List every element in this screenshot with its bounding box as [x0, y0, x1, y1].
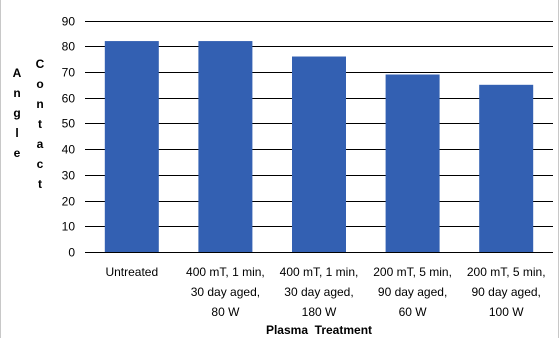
y-tick-label-70: 70 [62, 66, 76, 80]
x-category-label-2-line-3: 80 W [211, 305, 240, 319]
y-tick-label-90: 90 [62, 15, 76, 29]
y-axis-title-col2-char-3: n [36, 97, 43, 111]
y-tick-label-60: 60 [62, 92, 76, 106]
y-axis-title-col1-char-4: l [15, 126, 18, 140]
x-category-label-4-line-3: 60 W [399, 305, 428, 319]
y-tick-label-80: 80 [62, 40, 76, 54]
y-axis-title-col2-char-7: t [38, 177, 42, 191]
y-tick-label-10: 10 [62, 220, 76, 234]
bar-1 [104, 41, 159, 253]
bars [104, 41, 534, 253]
y-tick-label-0: 0 [68, 246, 75, 260]
y-axis-title-col1-char-5: e [14, 146, 21, 160]
x-category-label-3-line-2: 30 day aged, [284, 285, 353, 299]
y-axis-title-col2-char-6: c [37, 157, 44, 171]
y-axis-title-col2-char-5: a [37, 137, 44, 151]
bar-5 [479, 84, 534, 252]
y-axis-title-col1-char-3: g [13, 106, 20, 120]
x-category-label-4-line-2: 90 day aged, [378, 285, 447, 299]
x-axis-title: Plasma Treatment [266, 323, 372, 337]
y-axis-title-col2-char-4: t [38, 117, 42, 131]
bar-2 [198, 41, 253, 253]
y-axis-title-col2-char-2: o [36, 77, 43, 91]
x-category-label-3-line-3: 180 W [302, 305, 337, 319]
y-tick-label-40: 40 [62, 143, 76, 157]
y-axis-title-col2-char-1: C [36, 57, 45, 71]
x-category-label-5-line-3: 100 W [489, 305, 524, 319]
y-tick-label-30: 30 [62, 169, 76, 183]
x-category-label-1-line-1: Untreated [105, 265, 158, 279]
x-axis-category-labels: Untreated 400 mT, 1 min, 30 day aged, 80 W 4… [105, 265, 545, 319]
y-axis-title-col1-char-1: A [13, 66, 22, 80]
x-category-label-2-line-2: 30 day aged, [191, 285, 260, 299]
bar-3 [292, 56, 346, 253]
x-category-label-2-line-1: 400 mT, 1 min, [186, 265, 265, 279]
x-category-label-5-line-1: 200 mT, 5 min, [467, 265, 546, 279]
bar-4 [385, 74, 440, 253]
y-axis-title-col1-char-2: n [13, 86, 20, 100]
y-axis-tick-labels: 0 10 20 30 40 50 60 70 80 90 [62, 15, 76, 260]
x-category-label-4-line-1: 200 mT, 5 min, [373, 265, 452, 279]
y-tick-label-20: 20 [62, 195, 76, 209]
x-category-label-5-line-2: 90 day aged, [471, 285, 540, 299]
x-category-label-3-line-1: 400 mT, 1 min, [280, 265, 359, 279]
y-tick-label-50: 50 [62, 117, 76, 131]
